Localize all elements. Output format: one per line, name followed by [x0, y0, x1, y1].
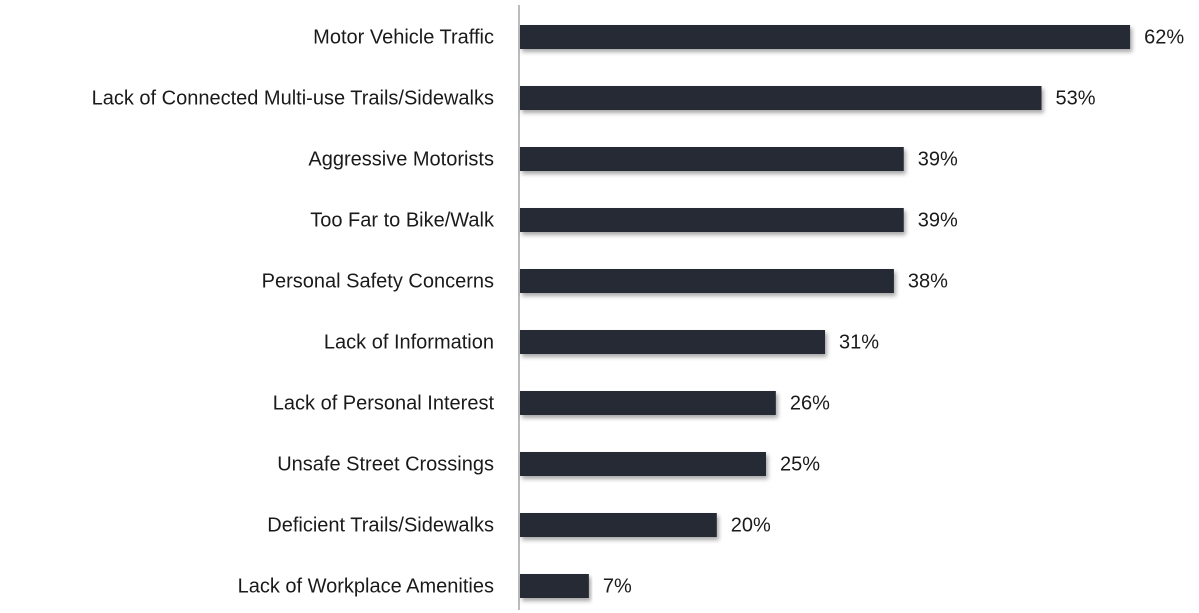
bar: [520, 391, 776, 415]
category-label: Aggressive Motorists: [308, 148, 494, 170]
category-label: Too Far to Bike/Walk: [310, 209, 495, 231]
value-label: 20%: [731, 514, 771, 536]
bar: [520, 269, 894, 293]
bar: [520, 574, 589, 598]
category-label: Lack of Information: [324, 331, 494, 353]
category-label: Deficient Trails/Sidewalks: [267, 514, 494, 536]
category-label: Lack of Connected Multi-use Trails/Sidew…: [92, 87, 494, 109]
category-label: Unsafe Street Crossings: [277, 453, 494, 475]
value-label: 7%: [603, 575, 632, 597]
value-label: 31%: [839, 331, 879, 353]
bar: [520, 147, 904, 171]
value-label: 39%: [918, 209, 958, 231]
bar: [520, 452, 766, 476]
value-label: 38%: [908, 270, 948, 292]
category-label: Motor Vehicle Traffic: [313, 26, 494, 48]
bar: [520, 25, 1131, 49]
bar: [520, 86, 1042, 110]
value-label: 62%: [1144, 26, 1184, 48]
bar: [520, 330, 826, 354]
category-label: Lack of Personal Interest: [273, 392, 495, 414]
category-label: Personal Safety Concerns: [262, 270, 494, 292]
category-label: Lack of Workplace Amenities: [238, 575, 494, 597]
value-label: 39%: [918, 148, 958, 170]
value-label: 26%: [790, 392, 830, 414]
value-label: 53%: [1056, 87, 1096, 109]
bar: [520, 208, 904, 232]
value-label: 25%: [780, 453, 820, 475]
bar: [520, 513, 717, 537]
